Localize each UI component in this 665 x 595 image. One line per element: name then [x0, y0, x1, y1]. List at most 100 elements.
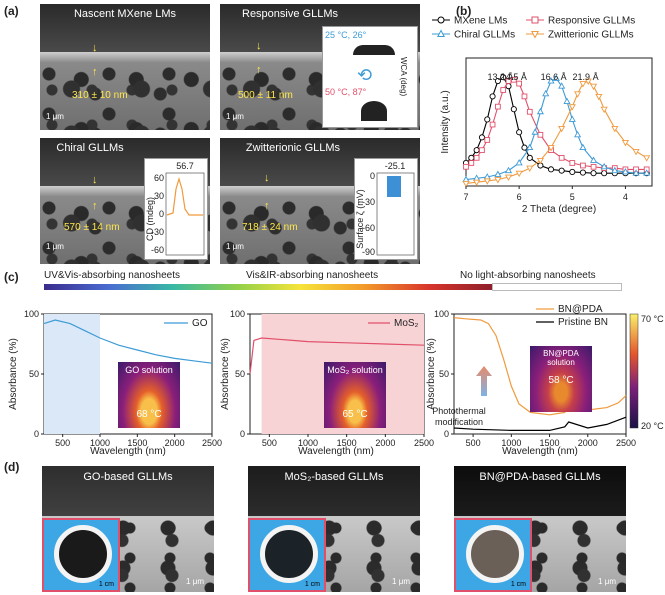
- data-point: [600, 162, 608, 170]
- data-point: [504, 174, 513, 181]
- x-tick-label: 2000: [578, 438, 598, 448]
- data-point: [558, 125, 566, 133]
- zeta-bar-plot: -25.1 Surface ζ (mV) 0 -30 -60 -90: [355, 161, 415, 257]
- data-point: [515, 170, 523, 178]
- disc-photo-go: 1 cm: [42, 518, 120, 592]
- data-point: [484, 116, 491, 123]
- data-point: [547, 166, 555, 173]
- data-point: [489, 93, 496, 100]
- cd-tick: -60: [151, 245, 164, 255]
- y-axis-label: Absorbance (%): [426, 338, 437, 410]
- data-point: [500, 74, 507, 81]
- droplet-flat-icon: [353, 45, 395, 55]
- x-tick-label: 6: [517, 192, 522, 202]
- data-point: [563, 97, 571, 104]
- data-point: [558, 167, 565, 174]
- x-tick-label: 1000: [501, 438, 521, 448]
- data-point: [494, 177, 502, 184]
- peak-label: 16.6 Å: [541, 72, 567, 82]
- thickness-label: 310 ± 10 nm: [72, 90, 128, 101]
- x-tick-label: 4: [623, 192, 628, 202]
- cd-curve: [166, 176, 203, 216]
- bar-label-left: UV&Vis-absorbing nanosheets: [44, 270, 181, 281]
- x-tick-label: 500: [55, 438, 70, 448]
- cd-tick: 60: [154, 173, 164, 183]
- y-tick-label: 50: [439, 369, 449, 379]
- data-point: [479, 147, 485, 154]
- data-point: [621, 140, 629, 147]
- y-tick-label: 100: [24, 309, 39, 319]
- bar-label-middle: Vis&IR-absorbing nanosheets: [246, 270, 379, 281]
- disc-scale: 1 cm: [98, 581, 114, 588]
- xrd-y-axis-label: Intensity (a.u.): [440, 90, 451, 153]
- data-point: [536, 107, 544, 115]
- membrane-disc: [54, 525, 112, 583]
- data-point: [526, 165, 534, 173]
- legend-go: GO: [192, 318, 208, 329]
- peak-label: 14.5 Å: [501, 72, 527, 82]
- thermal-image-bn: BN@PDA solution 58 °C: [530, 346, 592, 412]
- thermal-title: MoS₂ solution: [327, 365, 383, 375]
- disc-photo-bn-pda: 1 cm: [454, 518, 532, 592]
- panel-label-b: (b): [456, 4, 472, 18]
- x-tick-label: 1500: [337, 438, 357, 448]
- scale-bar: 1 μm: [598, 577, 616, 586]
- data-point: [558, 154, 565, 161]
- data-point: [504, 166, 513, 174]
- data-point: [468, 160, 475, 166]
- data-point: [579, 81, 587, 88]
- data-point: [569, 160, 576, 166]
- data-point: [505, 78, 512, 84]
- thickness-label: 500 ± 11 nm: [238, 90, 293, 101]
- disc-photo-mos2: 1 cm: [248, 518, 326, 592]
- wca-axis-label: WCA (deg): [399, 57, 408, 97]
- colorbar-max: 70 °C: [641, 314, 664, 324]
- data-point: [611, 125, 619, 133]
- data-point: [595, 93, 603, 101]
- data-point: [600, 106, 608, 114]
- data-point: [484, 137, 491, 143]
- data-point: [574, 91, 582, 98]
- disc-scale: 1 cm: [304, 581, 320, 588]
- data-point: [483, 178, 491, 185]
- spectrum-gradient-bar: [44, 284, 492, 290]
- legend-label: Responsive GLLMs: [548, 16, 635, 27]
- cd-value: 56.7: [176, 161, 194, 171]
- zeta-axis-label: Surface ζ (mV): [355, 189, 365, 248]
- sem-title: Chiral GLLMs: [56, 142, 124, 154]
- data-point: [552, 74, 560, 81]
- data-point: [558, 82, 566, 89]
- peak-label: 13.2 Å: [488, 72, 514, 82]
- data-point: [478, 134, 485, 141]
- absorbance-line-0: [43, 319, 213, 364]
- thermal-temp: 58 °C: [548, 375, 574, 386]
- data-point: [590, 163, 597, 170]
- thermal-temp: 68 °C: [136, 409, 162, 420]
- zeta-tick: -30: [362, 197, 375, 207]
- arrow-up-icon: ↑: [256, 64, 262, 76]
- x-axis-label: Wavelength (nm): [90, 446, 166, 457]
- data-point: [468, 154, 475, 161]
- wca-hot-label: 50 °C, 87°: [325, 87, 367, 97]
- panel-label-c: (c): [4, 270, 19, 284]
- scale-bar: 1 μm: [226, 242, 244, 251]
- cd-axis-label: CD (mdeg): [145, 197, 155, 241]
- data-point: [580, 162, 586, 169]
- data-point: [521, 144, 528, 151]
- zeta-tick: 0: [370, 171, 375, 181]
- wca-cold-label: 25 °C, 26°: [325, 30, 367, 40]
- x-tick-label: 1000: [298, 438, 318, 448]
- y-tick-label: 100: [230, 309, 245, 319]
- peak-label: 21.9 Å: [573, 72, 599, 82]
- no-absorption-bar: [492, 283, 622, 291]
- data-point: [495, 103, 501, 110]
- data-point: [473, 179, 481, 187]
- panel-label-d: (d): [4, 460, 20, 474]
- data-point: [516, 80, 522, 87]
- y-axis-label: Absorbance (%): [8, 338, 19, 410]
- data-point: [494, 170, 502, 177]
- data-point: [516, 129, 523, 136]
- data-point: [537, 131, 544, 138]
- cd-inset: 56.7 CD (mdeg) 60 30 0 -30 -60: [144, 158, 208, 260]
